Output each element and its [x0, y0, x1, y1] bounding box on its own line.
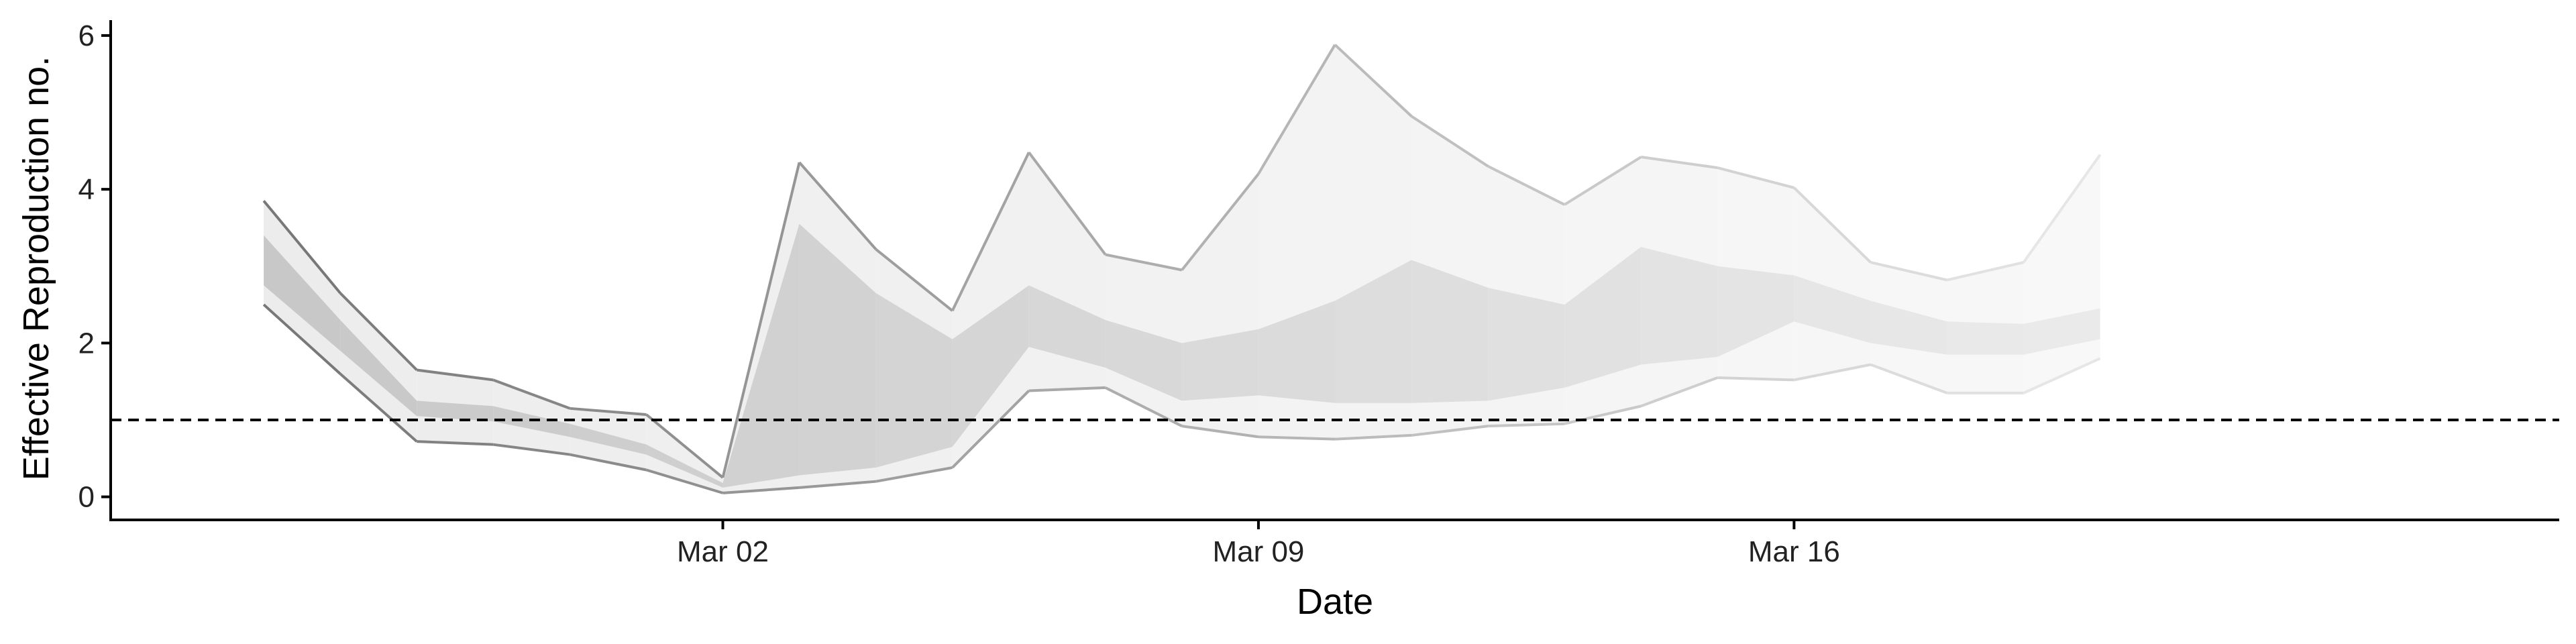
y-tick-label: 0: [78, 481, 95, 514]
y-ticks: 0 2 4 6: [78, 19, 111, 514]
x-ticks: Mar 02 Mar 09 Mar 16: [677, 520, 1840, 568]
y-axis-title: Effective Reproduction no.: [16, 56, 56, 480]
y-tick-label: 2: [78, 327, 95, 360]
ci-50-segment: [723, 224, 800, 488]
ci-50-segment: [1641, 247, 1717, 364]
plot-area: [111, 45, 2559, 493]
x-axis-title: Date: [1297, 582, 1373, 622]
y-tick-label: 4: [78, 173, 95, 206]
ci-50-segment: [1488, 288, 1564, 400]
ci-95-segment: [2024, 155, 2100, 393]
ci-50-segment: [1947, 321, 2024, 354]
x-tick-label: Mar 16: [1748, 535, 1840, 568]
y-tick-label: 6: [78, 19, 95, 52]
x-tick-label: Mar 09: [1212, 535, 1304, 568]
x-tick-label: Mar 02: [677, 535, 769, 568]
